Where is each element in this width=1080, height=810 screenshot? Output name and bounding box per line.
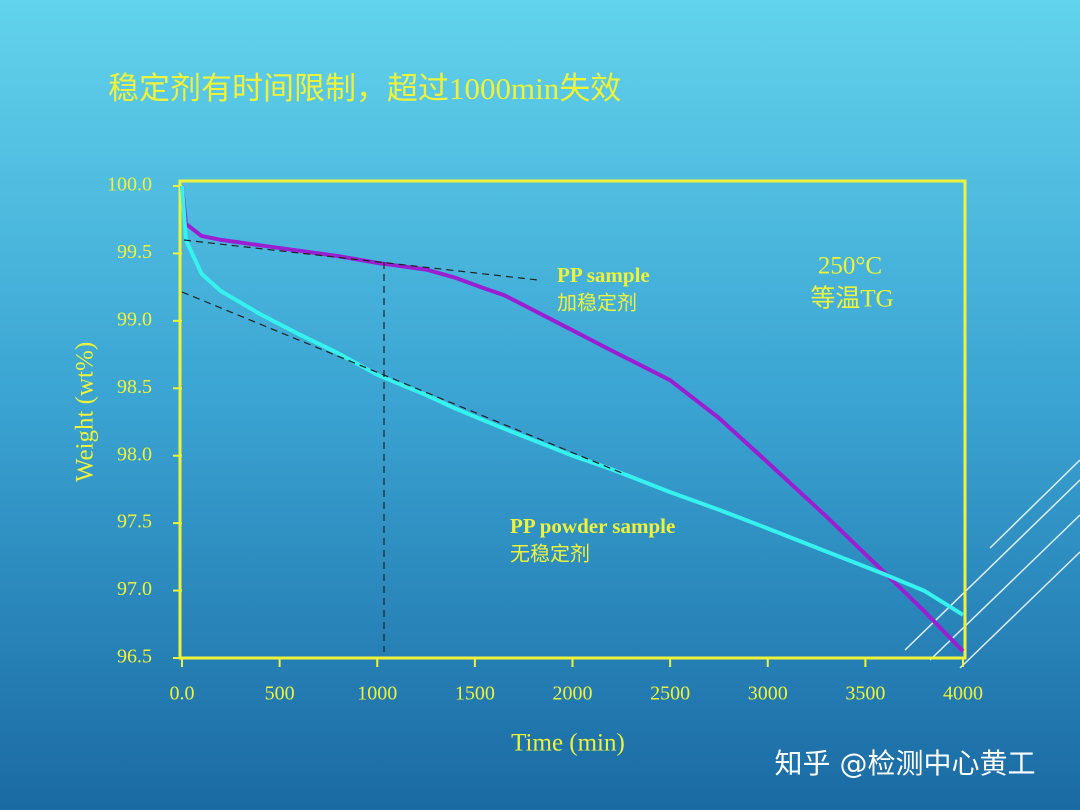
guide-lines — [181, 239, 623, 652]
series-line — [180, 185, 965, 653]
x-tick-label: 0.0 — [170, 683, 195, 705]
y-tick-label: 97.5 — [117, 511, 152, 533]
x-tick-label: 1000 — [357, 683, 397, 705]
x-axis-label: Time (min) — [511, 730, 625, 757]
y-tick-label: 99.5 — [117, 241, 152, 263]
x-tick-label: 3000 — [748, 683, 788, 705]
x-tick-label: 2000 — [553, 683, 593, 705]
y-axis-label: Weight (wt%) — [72, 342, 99, 482]
x-tick-label: 500 — [265, 683, 295, 705]
y-tick-label: 97.0 — [117, 578, 152, 600]
series-note: 加稳定剂 — [557, 292, 637, 315]
y-tick-label: 99.0 — [117, 308, 152, 330]
y-tick-label: 100.0 — [107, 174, 152, 196]
plot: 100.0 99.5 99.0 98.5 98.0 97.5 97.0 96.5 0.0 500 1… — [107, 174, 983, 705]
annotation: 250°C — [818, 253, 882, 280]
slide-title: 稳定剂有时间限制，超过1000min失效 — [108, 71, 621, 106]
series-note: 无稳定剂 — [510, 543, 590, 566]
watermark: 知乎 @检测中心黄工 — [775, 747, 1036, 780]
series-line — [180, 185, 965, 617]
annotation: 等温TG — [810, 285, 893, 313]
series-label: PP powder sample — [510, 514, 675, 538]
y-tick-label: 98.5 — [117, 376, 152, 398]
x-tick-label: 4000 — [943, 683, 983, 705]
x-tick-label: 2500 — [650, 683, 690, 705]
series-label: PP sample — [557, 263, 650, 287]
y-tick-label: 96.5 — [117, 646, 152, 668]
x-tick-label: 1500 — [455, 683, 495, 705]
y-tick-label: 98.0 — [117, 443, 152, 465]
x-tick-label: 3500 — [845, 683, 885, 705]
